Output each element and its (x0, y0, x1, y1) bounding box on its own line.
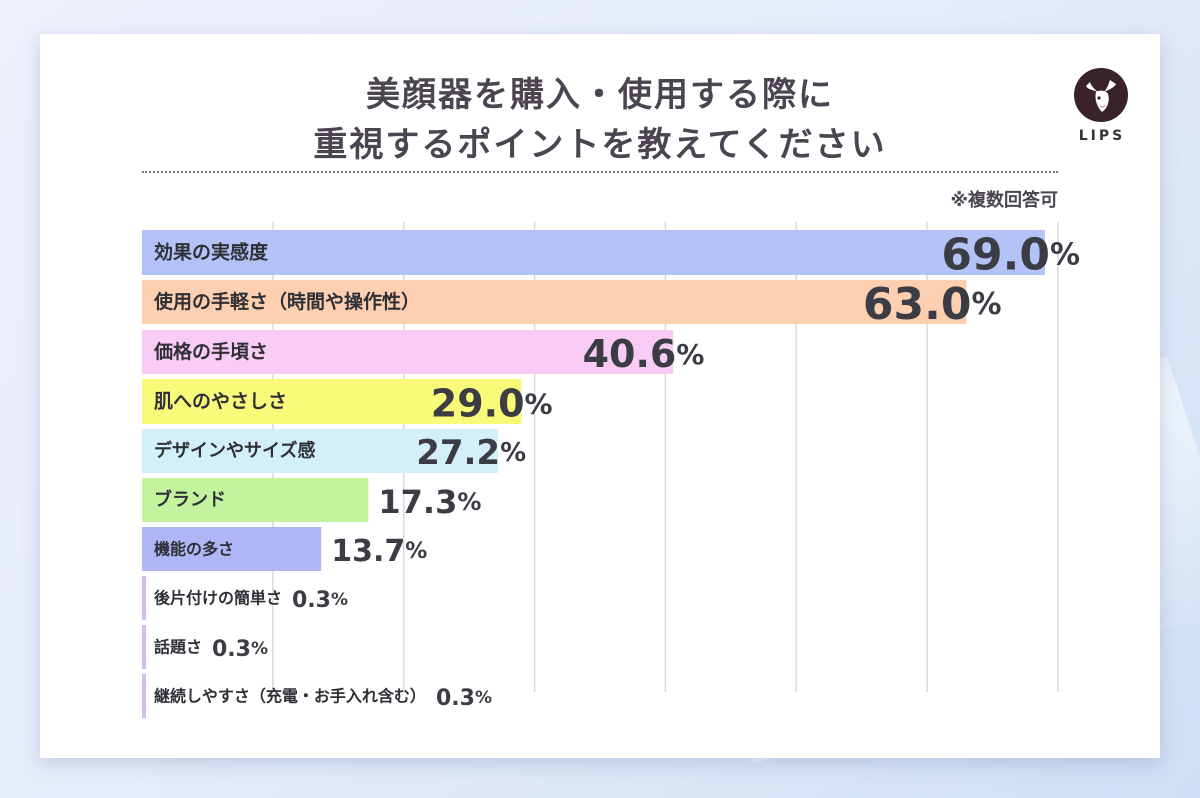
category-label: ブランド (154, 489, 226, 511)
category-label: 継続しやすさ（充電・お手入れ含む） (154, 687, 426, 706)
value-label: 63.0% (863, 279, 1002, 330)
logo-text: LIPS (1078, 128, 1126, 144)
bar (142, 576, 146, 620)
bar (142, 230, 1045, 275)
category-label: 価格の手頃さ (153, 340, 268, 363)
bar (142, 379, 522, 424)
bar (142, 330, 674, 374)
bar (142, 478, 369, 522)
value-label: 27.2% (416, 433, 526, 473)
value-label: 17.3% (378, 483, 481, 521)
title-divider (142, 171, 1058, 173)
multiple-answers-note: ※複数回答可 (950, 190, 1059, 211)
title-line-1: 美顔器を購入・使用する際に (366, 75, 834, 115)
chart-title: 美顔器を購入・使用する際に 重視するポイントを教えてください (0, 70, 1200, 170)
category-label: 後片付けの簡単さ (154, 589, 282, 608)
bar (142, 429, 498, 473)
value-label: 13.7% (331, 534, 427, 569)
value-label: 29.0% (431, 382, 553, 426)
title-line-2: 重視するポイントを教えてください (313, 125, 887, 165)
value-label: 69.0% (941, 229, 1080, 280)
bar (142, 625, 146, 669)
value-label: 40.6% (583, 332, 705, 376)
lips-logo: LIPS (1074, 68, 1130, 148)
category-label: 使用の手軽さ（時間や操作性） (153, 290, 420, 313)
bar (142, 674, 146, 718)
category-label: 肌へのやさしさ (154, 391, 287, 413)
bar (142, 527, 322, 571)
category-label: デザインやサイズ感 (154, 440, 315, 462)
category-label: 話題さ (154, 638, 202, 657)
value-label: 0.3% (292, 588, 348, 613)
deer-icon (1086, 80, 1116, 112)
value-label: 0.3% (212, 637, 268, 662)
category-label: 機能の多さ (154, 540, 234, 559)
bar (142, 280, 967, 324)
logo-icon (1074, 68, 1128, 122)
category-label: 効果の実感度 (154, 241, 269, 264)
value-label: 0.3% (436, 686, 492, 711)
